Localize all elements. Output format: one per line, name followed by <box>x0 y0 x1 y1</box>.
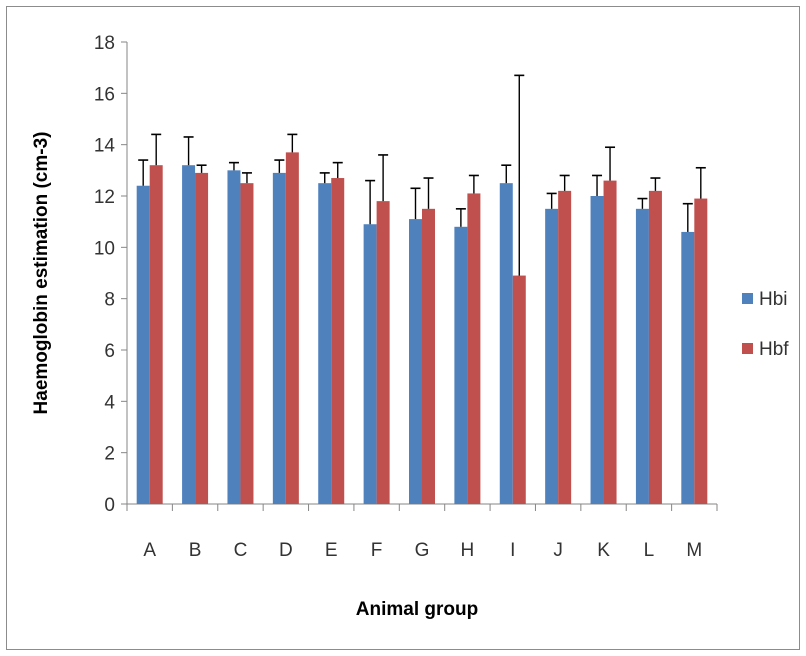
bar-hbi-j <box>545 208 559 505</box>
y-tick-label: 18 <box>94 33 115 54</box>
y-tick-label: 12 <box>94 187 115 208</box>
x-tick-label: J <box>553 540 563 561</box>
x-tick-label: G <box>415 540 430 561</box>
x-tick-label: I <box>510 540 515 561</box>
chart-frame: 0 2 4 6 8 10 12 14 16 18 A B C D E F G H I J K L M Haemoglobi… <box>6 6 800 650</box>
x-tick-label: L <box>644 540 655 561</box>
x-tick-label: F <box>371 540 383 561</box>
bar-hbi-a <box>136 185 150 504</box>
bar-hbf-i <box>512 275 526 504</box>
bar-hbi-g <box>409 219 422 504</box>
bar-hbi-l <box>635 208 649 505</box>
bar-hbi-f <box>363 224 377 504</box>
x-tick-label: A <box>143 540 156 561</box>
x-tick-label: D <box>279 540 293 561</box>
y-tick-label: 0 <box>104 495 115 516</box>
bar-hbf-g <box>422 208 435 505</box>
x-tick-label: C <box>234 540 248 561</box>
y-tick-label: 14 <box>94 136 116 157</box>
legend-swatch-hbf <box>742 343 753 354</box>
y-ticks: 0 2 4 6 8 10 12 14 16 18 <box>94 33 127 516</box>
y-tick-label: 16 <box>94 84 115 105</box>
legend-label-hbf: Hbf <box>759 339 789 360</box>
x-tick-label: E <box>325 540 338 561</box>
bar-hbi-e <box>318 183 332 504</box>
bar-hbf-l <box>648 190 662 504</box>
y-tick-label: 2 <box>104 444 115 465</box>
legend-label-hbi: Hbi <box>759 289 788 310</box>
error-bars <box>138 74 706 276</box>
y-axis-title: Haemoglobin estimation (cm-3) <box>31 132 52 415</box>
bar-hbf-h <box>467 193 481 504</box>
x-tick-label: H <box>461 540 475 561</box>
x-ticks: A B C D E F G H I J K L M <box>126 504 718 561</box>
bar-hbi-d <box>272 172 286 504</box>
y-tick-label: 8 <box>104 290 115 311</box>
x-tick-label: K <box>597 540 610 561</box>
bar-hbf-j <box>558 190 572 504</box>
legend: Hbi Hbf <box>742 289 789 360</box>
bar-hbf-m <box>694 198 708 505</box>
bar-hbi-m <box>681 231 695 504</box>
x-tick-label: B <box>189 540 202 561</box>
bar-hbf-k <box>603 180 617 504</box>
bar-hbi-k <box>590 196 604 504</box>
bar-hbf-c <box>240 183 254 504</box>
x-axis-title: Animal group <box>356 599 478 620</box>
legend-swatch-hbi <box>742 293 753 304</box>
bar-hbi-h <box>454 226 468 505</box>
y-tick-label: 4 <box>104 392 115 413</box>
bars <box>136 152 708 505</box>
bar-hbf-a <box>149 165 163 504</box>
bar-hbf-e <box>331 178 345 505</box>
bar-hbi-c <box>227 170 241 505</box>
bar-hbf-b <box>195 172 209 504</box>
bar-chart: 0 2 4 6 8 10 12 14 16 18 A B C D E F G H I J K L M Haemoglobi… <box>31 33 789 620</box>
bar-hbi-b <box>182 165 196 504</box>
y-tick-label: 6 <box>104 341 115 362</box>
x-tick-label: M <box>686 540 702 561</box>
y-tick-label: 10 <box>94 238 115 259</box>
bar-hbi-i <box>499 183 513 504</box>
bar-hbf-d <box>285 152 299 504</box>
bar-hbf-f <box>376 201 390 504</box>
